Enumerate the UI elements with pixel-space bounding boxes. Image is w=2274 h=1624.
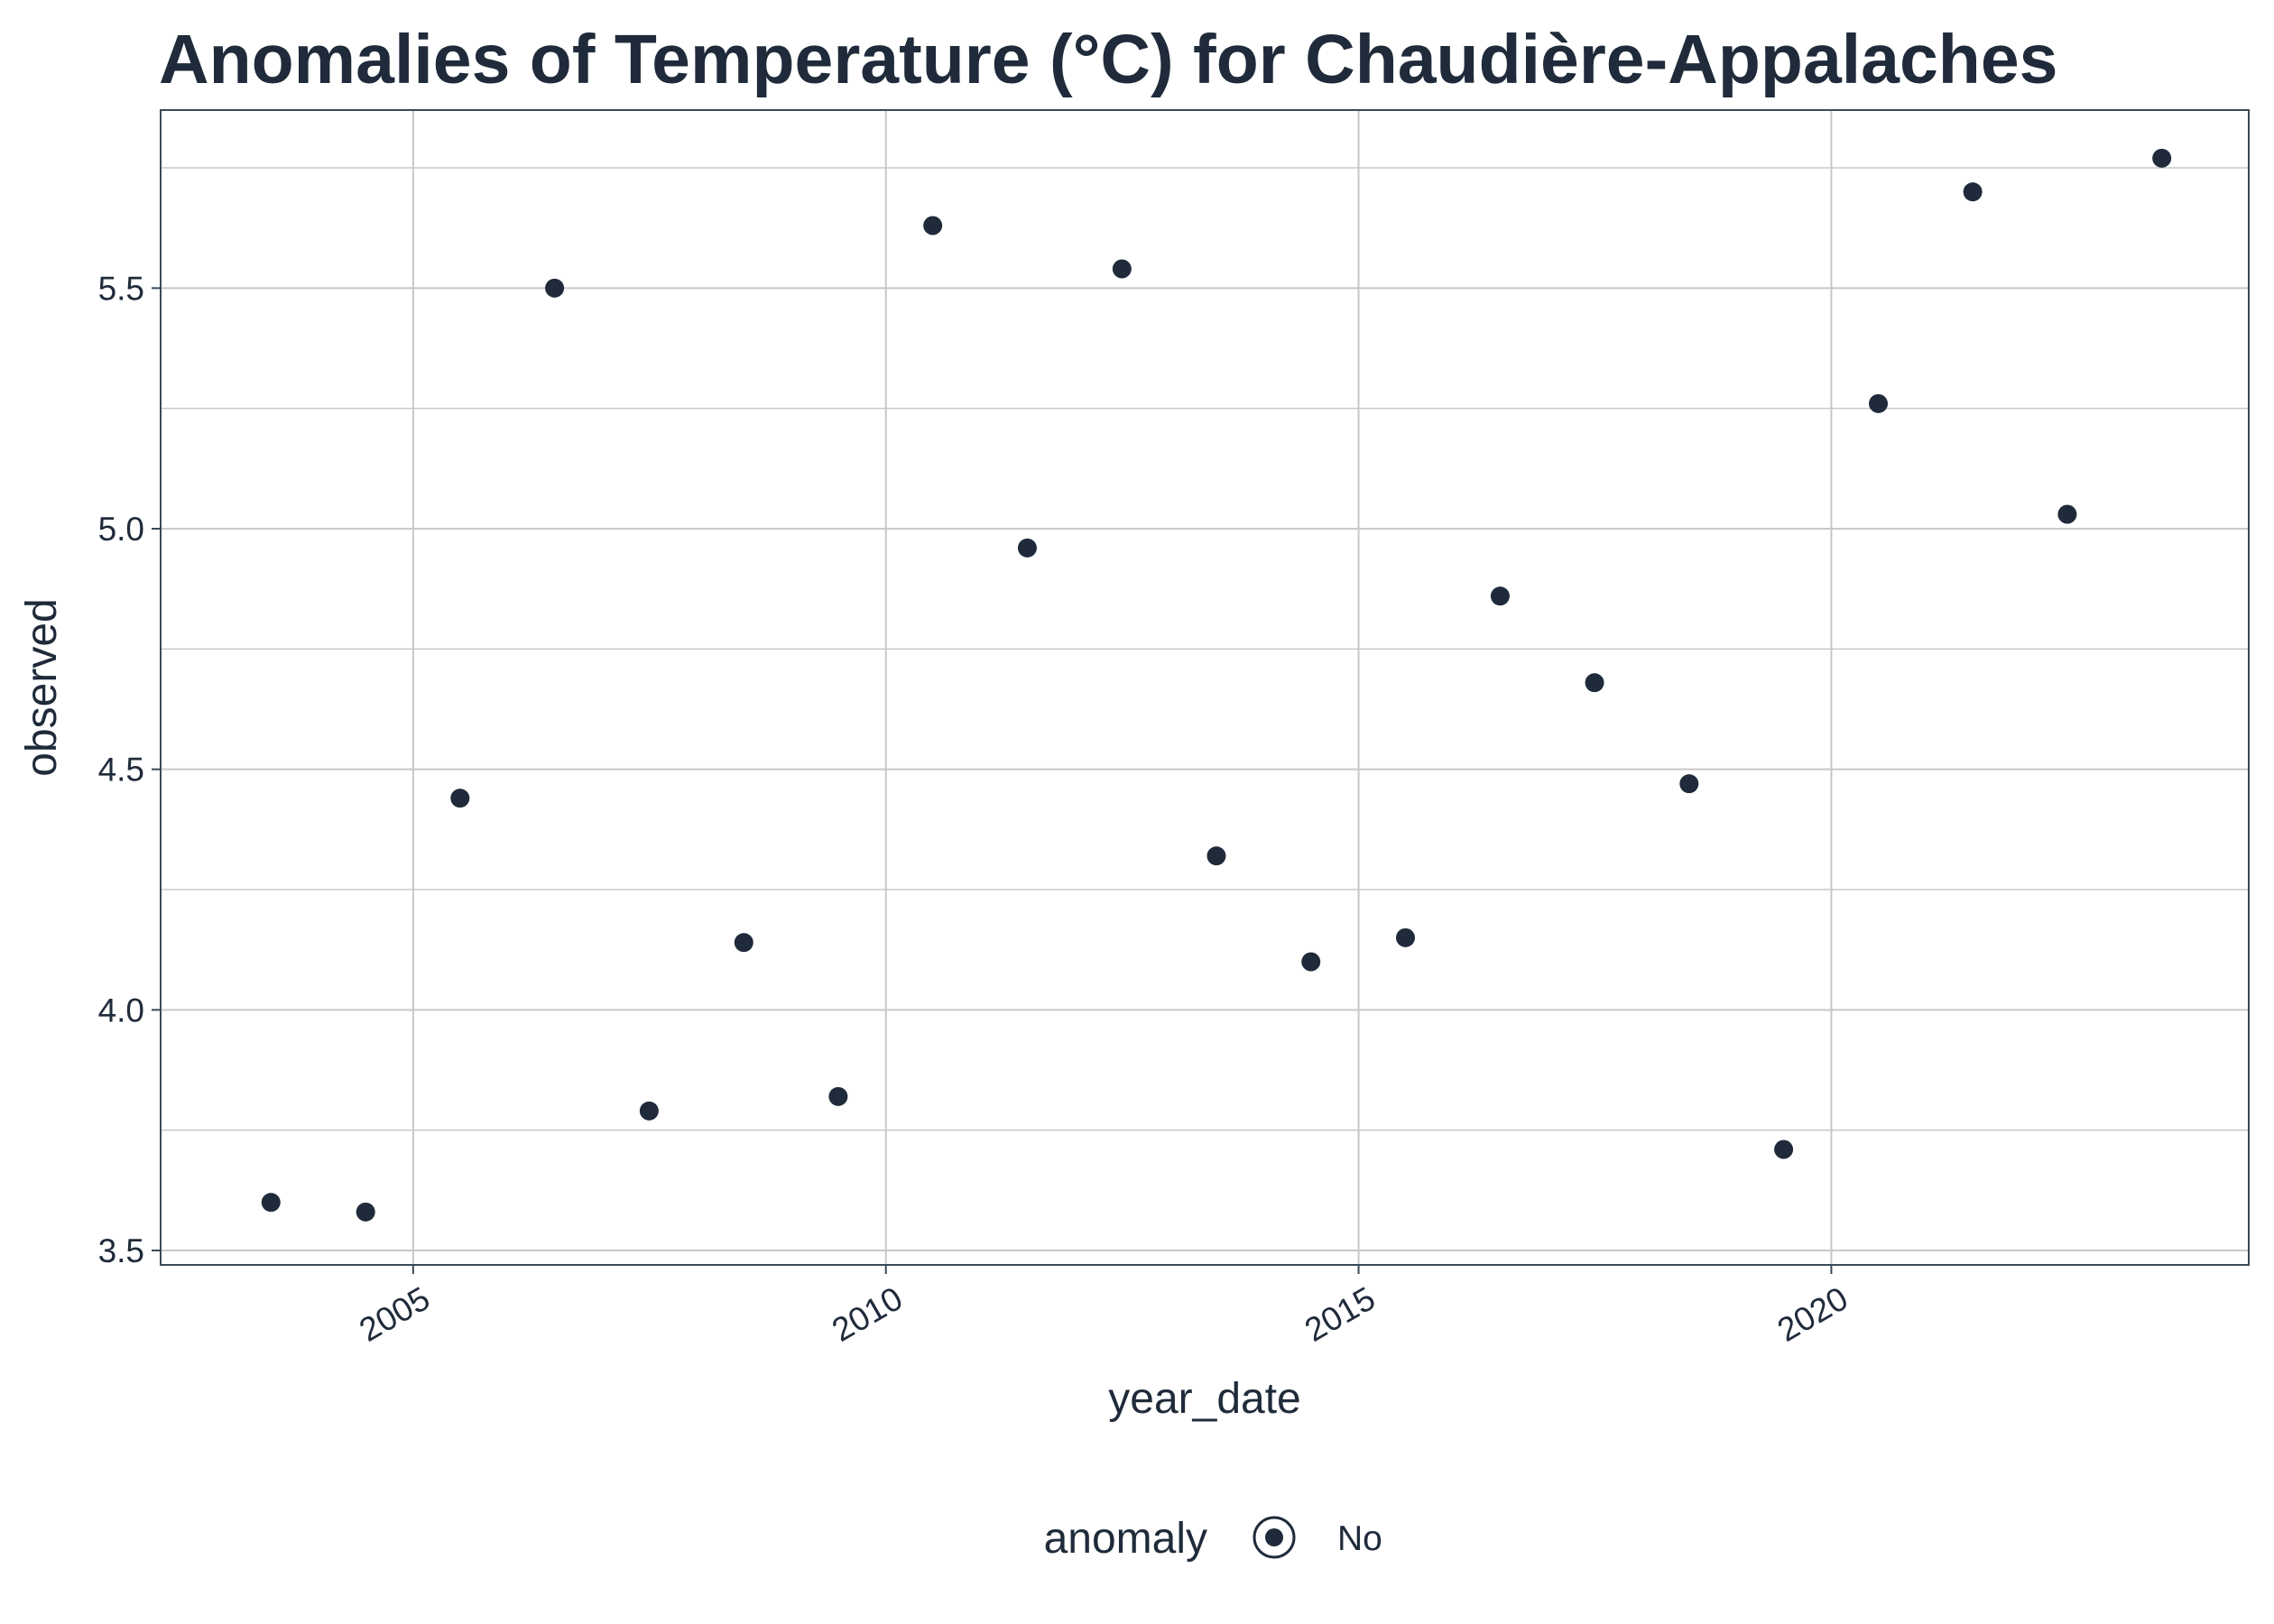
x-tick-label: 2020 bbox=[1771, 1279, 1854, 1349]
data-point bbox=[1774, 1140, 1794, 1159]
data-point bbox=[1869, 393, 1889, 413]
data-point bbox=[1112, 259, 1132, 279]
data-point bbox=[2152, 148, 2172, 168]
data-point bbox=[356, 1202, 375, 1222]
y-tick-label: 5.0 bbox=[98, 511, 144, 548]
data-point bbox=[2057, 504, 2077, 524]
legend-key-ring bbox=[1253, 1516, 1296, 1559]
axis-ticks: 3.5 4.0 4.5 5.0 5.5 2005 2010 2015 2020 bbox=[98, 270, 1854, 1349]
data-point bbox=[1301, 952, 1321, 972]
legend-title: anomaly bbox=[1044, 1515, 1207, 1563]
data-point bbox=[923, 216, 943, 235]
legend-key-marker bbox=[1265, 1528, 1283, 1546]
plot-panel-border bbox=[160, 109, 2250, 1266]
y-tick-label: 3.5 bbox=[98, 1232, 144, 1269]
legend: anomaly No bbox=[1044, 1515, 1382, 1563]
chart-title: Anomalies of Temperature (°C) for Chaudi… bbox=[159, 21, 2058, 98]
y-axis-title: observed bbox=[18, 598, 66, 776]
y-tick-label: 4.0 bbox=[98, 992, 144, 1029]
x-tick-label: 2005 bbox=[353, 1279, 436, 1349]
x-tick-label: 2015 bbox=[1299, 1279, 1382, 1349]
y-tick-label: 5.5 bbox=[98, 270, 144, 307]
grid-lines bbox=[161, 110, 2249, 1265]
data-point bbox=[1396, 927, 1416, 947]
data-point bbox=[828, 1086, 848, 1106]
data-point bbox=[1490, 586, 1510, 606]
x-axis-title: year_date bbox=[1108, 1375, 1301, 1423]
data-point bbox=[1585, 673, 1604, 693]
data-point bbox=[734, 933, 753, 953]
legend-label-no: No bbox=[1337, 1519, 1382, 1558]
data-point bbox=[1206, 846, 1226, 866]
data-point bbox=[545, 278, 565, 298]
data-point bbox=[1017, 538, 1037, 558]
data-point bbox=[1963, 182, 1983, 202]
data-points bbox=[261, 148, 2172, 1222]
data-point bbox=[1679, 774, 1699, 794]
data-point bbox=[450, 789, 470, 808]
x-tick-label: 2010 bbox=[826, 1279, 909, 1349]
data-point bbox=[261, 1193, 281, 1213]
y-tick-label: 4.5 bbox=[98, 752, 144, 789]
data-point bbox=[639, 1101, 659, 1121]
